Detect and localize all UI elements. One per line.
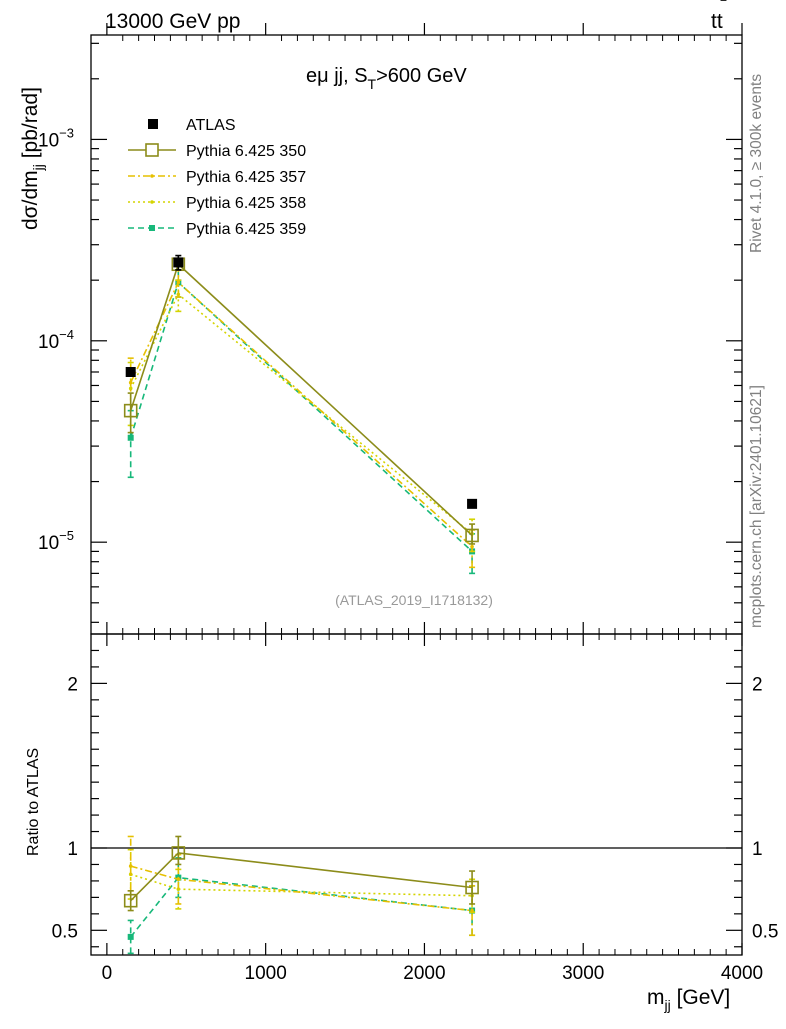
legend-entry: Pythia 6.425 357 (128, 169, 306, 186)
data-point (127, 434, 134, 441)
legend-label: Pythia 6.425 359 (186, 221, 306, 238)
series-line (129, 280, 473, 552)
legend-marker (150, 200, 154, 204)
legend: ATLAS Pythia 6.425 350 Pythia 6.425 357 Pyt… (128, 117, 306, 238)
legend-marker (145, 143, 159, 157)
main-y-tick-exp: −3 (59, 125, 74, 140)
x-tick-label: 1000 (245, 963, 287, 984)
data-point (128, 380, 133, 385)
main-y-tick-base: 10 (38, 332, 59, 353)
data-point (465, 880, 479, 895)
main-y-tick-label: 10−5 (38, 528, 74, 554)
ratio-ticks: 0.5 0.5 1 1 2 2 (52, 649, 778, 948)
x-ticks: 0 1000 2000 3000 4000 (90, 23, 763, 984)
series-line (129, 293, 473, 535)
legend-marker (150, 174, 154, 178)
series-line (130, 873, 473, 897)
x-axis-label-sub: jj (664, 997, 671, 1013)
header-left-label: 13000 GeV pp (105, 10, 240, 33)
legend-marker (149, 225, 155, 231)
data-point (465, 528, 479, 543)
x-axis-label-base: m (647, 986, 665, 1009)
main-y-axis-label-sub: jj (30, 164, 46, 171)
main-y-axis-label-base: dσ/dm (19, 170, 42, 230)
data-point (123, 403, 138, 418)
data-point (128, 386, 133, 391)
legend-entry: ATLAS (148, 117, 236, 134)
main-y-tick-exp: −5 (59, 528, 74, 543)
main-y-axis-label-tail: [pb/rad] (19, 87, 42, 164)
x-axis-label-tail: [GeV] (671, 986, 731, 1009)
data-point (176, 887, 181, 891)
legend-label: Pythia 6.425 357 (186, 169, 306, 186)
legend-entry: Pythia 6.425 350 (128, 143, 306, 160)
legend-entry: Pythia 6.425 358 (128, 195, 306, 212)
legend-entry: Pythia 6.425 359 (128, 221, 306, 238)
ratio-series-pythia-6-425-350 (123, 835, 479, 912)
series-line (130, 876, 473, 938)
main-y-axis-label: dσ/dmjj [pb/rad] (19, 87, 46, 230)
x-tick-label: 3000 (562, 963, 604, 984)
mcplots-label: mcplots.cern.ch [arXiv:2401.10621] (748, 385, 765, 628)
main-series (123, 254, 479, 575)
main-y-tick-exp: −4 (59, 327, 74, 342)
ratio-y-tick-label-left: 1 (67, 839, 78, 860)
data-point (467, 498, 478, 509)
ratio-y-tick-label-left: 2 (67, 674, 78, 695)
analysis-watermark: (ATLAS_2019_I1718132) (335, 592, 493, 608)
main-ticks: 10−510−410−3 (38, 42, 742, 623)
data-point (173, 257, 184, 268)
data-point (127, 933, 134, 940)
main-y-tick-label: 10−4 (38, 327, 74, 353)
ratio-y-tick-label-left: 0.5 (52, 921, 78, 942)
data-point (470, 544, 474, 549)
plot-title-sub: T (368, 76, 377, 92)
data-point (176, 877, 181, 882)
legend-label: Pythia 6.425 358 (186, 195, 306, 212)
data-point (123, 893, 138, 908)
header-right-bar: ‾ (720, 0, 727, 16)
plot-title-tail: >600 GeV (376, 65, 467, 87)
data-point (470, 908, 474, 913)
main-series-atlas (125, 254, 478, 509)
ratio-y-tick-label-right: 0.5 (752, 921, 778, 942)
data-point (171, 846, 186, 860)
series-line (129, 262, 473, 537)
main-series-pythia-6-425-359 (127, 269, 476, 575)
header-right-label: tt (711, 10, 723, 33)
ratio-series-pythia-6-425-357 (127, 835, 476, 937)
x-tick-label: 0 (102, 963, 113, 984)
plot-title-main: eμ jj, S (306, 65, 368, 87)
main-series-pythia-6-425-357 (127, 269, 476, 569)
main-series-pythia-6-425-358 (127, 279, 476, 553)
x-tick-label: 4000 (721, 963, 763, 984)
main-y-tick-base: 10 (38, 130, 59, 151)
ratio-series (123, 835, 479, 955)
plot-title: eμ jj, ST>600 GeV (306, 65, 467, 92)
main-y-tick-base: 10 (38, 533, 59, 554)
ratio-y-axis-label: Ratio to ATLAS (25, 748, 42, 856)
ratio-y-tick-label-right: 2 (752, 674, 763, 695)
series-line (130, 865, 473, 912)
series-line (129, 281, 473, 548)
main-y-tick-label: 10−3 (38, 125, 74, 151)
ratio-y-tick-label-right: 1 (752, 839, 763, 860)
data-point (128, 864, 133, 868)
series-line (130, 852, 473, 902)
legend-label: ATLAS (186, 117, 236, 134)
rivet-label: Rivet 4.1.0, ≥ 300k events (748, 74, 765, 253)
legend-marker (148, 119, 158, 129)
x-tick-label: 2000 (403, 963, 445, 984)
x-axis-label: mjj [GeV] (647, 986, 730, 1013)
data-point (176, 280, 181, 285)
ratio-plot-frame (90, 633, 743, 956)
legend-label: Pythia 6.425 350 (186, 143, 306, 160)
data-point (125, 366, 136, 377)
